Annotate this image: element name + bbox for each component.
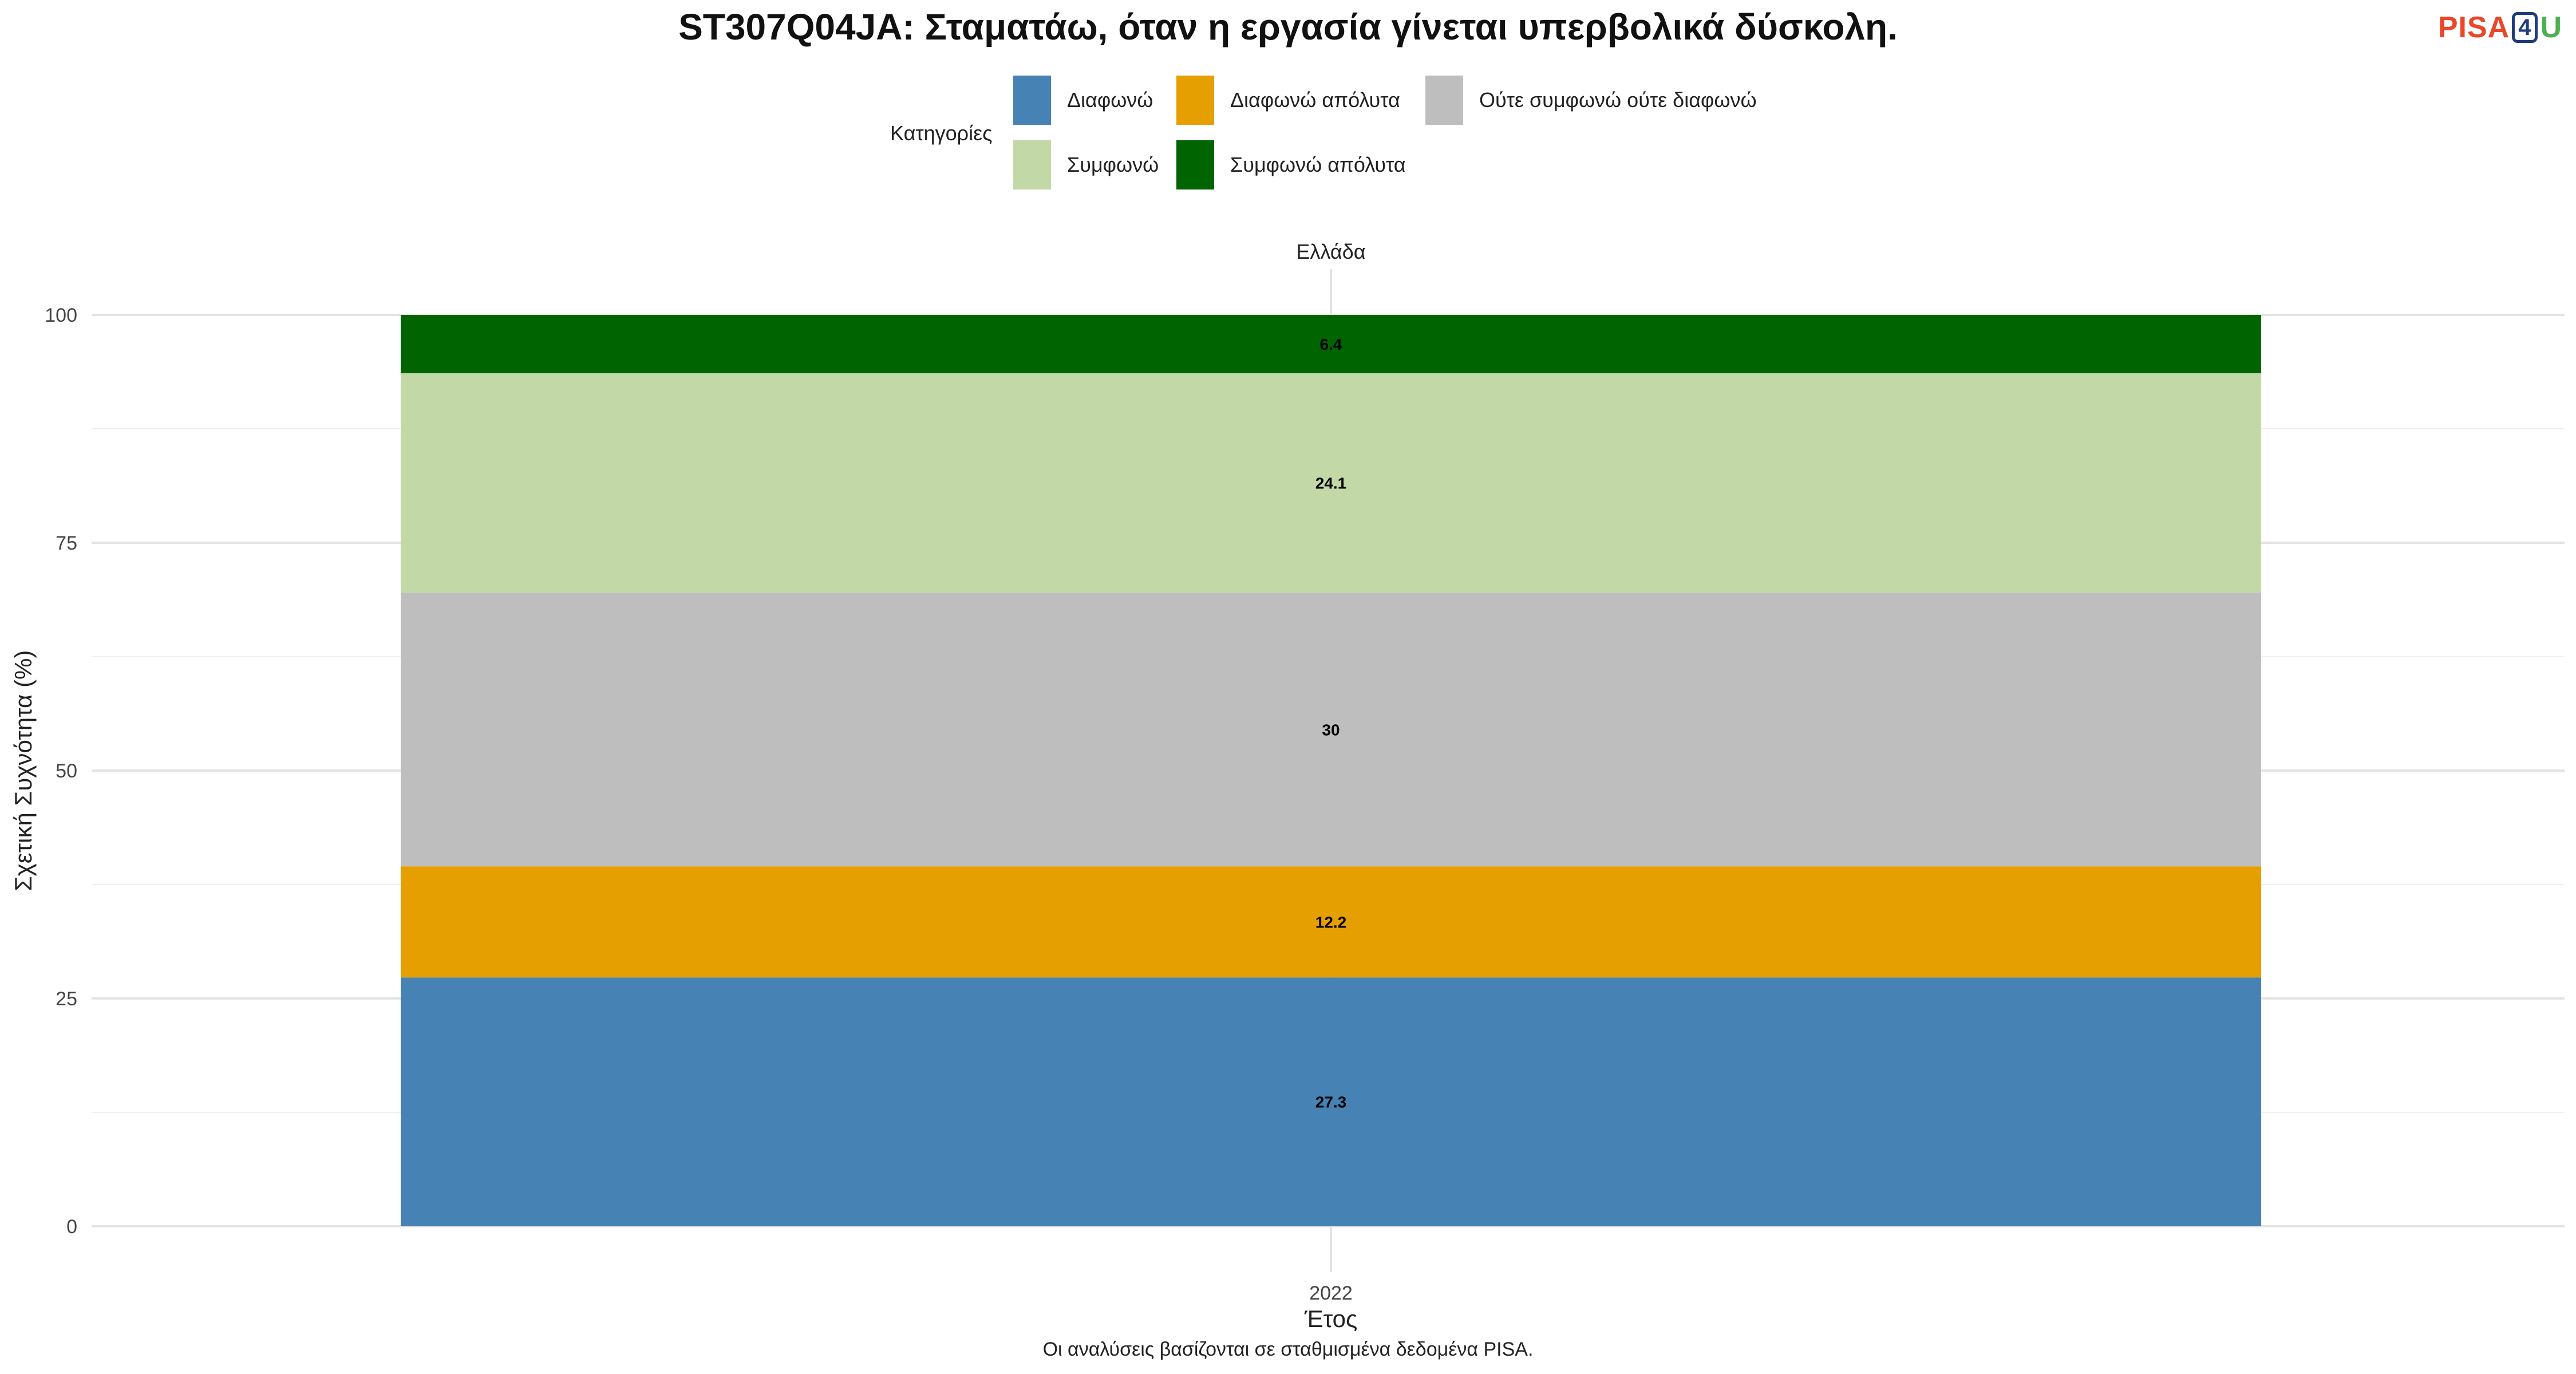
y-tick-label: 75 bbox=[56, 532, 77, 554]
x-axis-title: Έτος bbox=[1304, 1305, 1358, 1332]
bar-stack bbox=[401, 315, 2261, 1226]
data-labels: 27.3 12.2 30 24.1 6.4 bbox=[1315, 335, 1347, 1111]
bar-segment bbox=[401, 373, 2261, 593]
bar-segment bbox=[401, 977, 2261, 1226]
x-tick-label: 2022 bbox=[1309, 1282, 1353, 1304]
legend-swatch bbox=[1013, 76, 1051, 125]
legend-label: Ούτε συμφωνώ ούτε διαφωνώ bbox=[1479, 88, 1757, 112]
legend-swatch bbox=[1013, 140, 1051, 189]
logo-u-text: U bbox=[2540, 11, 2562, 44]
legend-item-symfono-apolyta: Συμφωνώ απόλυτα bbox=[1176, 140, 1406, 189]
pisa4u-logo: PISA 4 U bbox=[2438, 10, 2562, 45]
data-label: 12.2 bbox=[1315, 913, 1347, 931]
legend-item-symfono: Συμφωνώ bbox=[1013, 140, 1159, 189]
y-tick-label: 50 bbox=[56, 760, 77, 782]
data-label: 24.1 bbox=[1315, 475, 1347, 492]
legend-item-diafono: Διαφωνώ bbox=[1013, 76, 1153, 125]
legend-item-oute-oute: Ούτε συμφωνώ ούτε διαφωνώ bbox=[1425, 76, 1757, 125]
legend-title: Κατηγορίες bbox=[890, 121, 993, 145]
facet-label: Ελλάδα bbox=[1296, 240, 1365, 263]
y-tick-label: 100 bbox=[45, 305, 77, 326]
legend-label: Συμφωνώ bbox=[1067, 153, 1159, 176]
legend-swatch bbox=[1425, 76, 1463, 125]
data-label: 6.4 bbox=[1320, 335, 1342, 353]
y-tick-label: 25 bbox=[56, 988, 77, 1010]
legend-swatch bbox=[1176, 140, 1214, 189]
bar-segment bbox=[401, 315, 2261, 373]
logo-pisa-text: PISA bbox=[2437, 11, 2510, 44]
legend-label: Συμφωνώ απόλυτα bbox=[1230, 153, 1406, 176]
bar-segment bbox=[401, 866, 2261, 978]
legend-label: Διαφωνώ απόλυτα bbox=[1230, 88, 1400, 112]
legend-item-diafono-apolyta: Διαφωνώ απόλυτα bbox=[1176, 76, 1400, 125]
y-axis-title: Σχετική Συχνότητα (%) bbox=[10, 650, 37, 891]
data-label: 27.3 bbox=[1315, 1093, 1347, 1111]
legend-swatch bbox=[1176, 76, 1214, 125]
chart-caption: Οι αναλύσεις βασίζονται σε σταθμισμένα δ… bbox=[1042, 1339, 1534, 1360]
bar-segment bbox=[401, 593, 2261, 867]
legend-label: Διαφωνώ bbox=[1067, 88, 1153, 112]
y-tick-label: 0 bbox=[66, 1216, 77, 1238]
logo-four-badge: 4 bbox=[2512, 12, 2538, 43]
data-label: 30 bbox=[1322, 721, 1340, 739]
chart-title: ST307Q04JA: Σταματάω, όταν η εργασία γίν… bbox=[678, 6, 1898, 48]
